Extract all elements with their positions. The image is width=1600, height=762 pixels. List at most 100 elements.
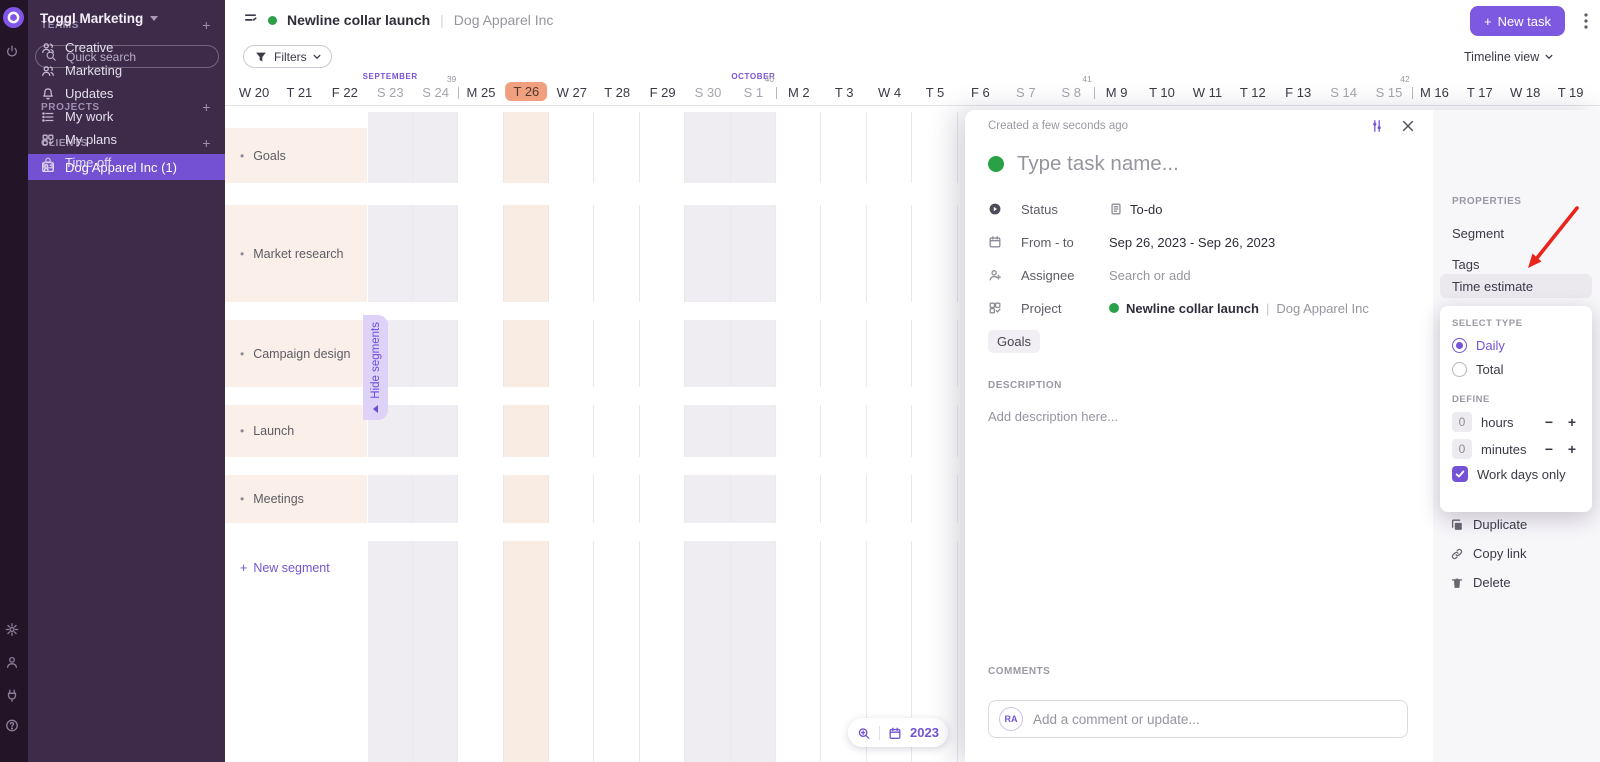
add-projects-button[interactable]: + <box>202 99 211 115</box>
zoom-in-icon[interactable] <box>857 726 871 740</box>
created-timestamp: Created a few seconds ago <box>988 120 1129 132</box>
segment-row-meetings[interactable]: • Meetings <box>225 475 367 523</box>
day-header[interactable]: W 4 <box>878 85 902 100</box>
property-segment[interactable]: Segment <box>1452 226 1505 241</box>
new-segment-button[interactable]: + New segment <box>240 561 330 575</box>
decrement-button[interactable]: − <box>1544 441 1554 457</box>
task-name-input[interactable]: Type task name... <box>1017 152 1179 175</box>
day-header-today[interactable]: T 26 <box>505 82 548 101</box>
description-input[interactable]: Add description here... <box>988 409 1119 424</box>
view-switcher[interactable]: Timeline view <box>1464 50 1553 64</box>
header-divider <box>225 105 1600 106</box>
segment-row-market-research[interactable]: • Market research <box>225 205 367 302</box>
day-header[interactable]: M 9 <box>1105 85 1128 100</box>
members-icon[interactable] <box>5 655 19 669</box>
day-header[interactable]: T 12 <box>1239 85 1266 100</box>
day-header[interactable]: S 8 <box>1061 85 1081 100</box>
increment-button[interactable]: + <box>1567 441 1577 457</box>
day-header[interactable]: T 28 <box>604 85 631 100</box>
collapse-header-icon[interactable] <box>243 10 258 30</box>
timeline-zoom-controls[interactable]: 2023 <box>848 718 948 747</box>
day-header[interactable]: S 14 <box>1330 85 1357 100</box>
segment-chip[interactable]: Goals <box>988 330 1040 353</box>
day-header[interactable]: F 13 <box>1285 85 1312 100</box>
toggl-track-icon[interactable] <box>5 44 19 58</box>
day-header[interactable]: T 21 <box>286 85 313 100</box>
day-header[interactable]: M 25 <box>466 85 496 100</box>
assignee-field[interactable]: Assignee Search or add <box>988 266 1191 284</box>
day-header[interactable]: F 22 <box>331 85 358 100</box>
settings-gear-icon[interactable] <box>5 622 19 636</box>
day-header[interactable]: S 24 <box>422 85 449 100</box>
help-icon[interactable] <box>5 718 19 732</box>
workdays-row[interactable]: Work days only <box>1452 466 1566 482</box>
sidebar-item-my-plans[interactable]: My plans <box>28 128 225 151</box>
project-field[interactable]: Project Newline collar launch | Dog Appa… <box>988 299 1369 317</box>
integrations-plug-icon[interactable] <box>5 688 19 702</box>
section-header-clients: CLIENTS + <box>41 135 211 151</box>
hide-segments-tab[interactable]: Hide segments <box>363 315 388 420</box>
day-header[interactable]: S 15 <box>1375 85 1403 100</box>
sidebar: Toggl Marketing Quick search Updates My w… <box>28 0 225 762</box>
segment-row-launch[interactable]: • Launch <box>225 405 367 457</box>
close-icon[interactable] <box>1401 119 1415 133</box>
segment-row-campaign-design[interactable]: • Campaign design <box>225 320 367 387</box>
radio-icon[interactable] <box>1452 338 1467 353</box>
add-clients-button[interactable]: + <box>202 135 211 151</box>
day-header[interactable]: T 3 <box>834 85 854 100</box>
property-time-estimate[interactable]: Time estimate <box>1440 274 1592 298</box>
lock-icon <box>41 156 55 170</box>
duplicate-button[interactable]: Duplicate <box>1450 517 1527 532</box>
delete-button[interactable]: Delete <box>1450 575 1511 590</box>
day-header[interactable]: W 20 <box>238 85 270 100</box>
comment-input[interactable]: RA Add a comment or update... <box>988 700 1408 738</box>
week-divider <box>1093 87 1095 99</box>
sidebar-item-my-work[interactable]: My work <box>28 105 225 128</box>
checkbox-checked-icon[interactable] <box>1452 466 1468 482</box>
breadcrumb: Newline collar launch | Dog Apparel Inc <box>243 10 553 30</box>
year-button[interactable]: 2023 <box>910 725 939 740</box>
decrement-button[interactable]: − <box>1544 414 1554 430</box>
day-header[interactable]: S 7 <box>1016 85 1036 100</box>
day-header[interactable]: T 17 <box>1466 85 1493 100</box>
day-header[interactable]: S 23 <box>376 85 404 100</box>
more-options-icon[interactable] <box>1578 12 1594 30</box>
increment-button[interactable]: + <box>1567 414 1577 430</box>
month-label: OCTOBER <box>731 72 776 81</box>
add-teams-button[interactable]: + <box>202 17 211 33</box>
day-header[interactable]: T 19 <box>1557 85 1584 100</box>
new-task-button[interactable]: + New task <box>1470 6 1565 36</box>
radio-option-daily[interactable]: Daily <box>1452 338 1505 353</box>
day-header[interactable]: W 27 <box>556 85 587 100</box>
day-header[interactable]: M 16 <box>1419 85 1449 100</box>
day-header[interactable]: W 18 <box>1510 85 1541 100</box>
sidebar-item-updates[interactable]: Updates <box>28 82 225 105</box>
sidebar-item-time-off[interactable]: Time off <box>28 151 225 174</box>
day-header[interactable]: W 11 <box>1192 85 1223 100</box>
copy-link-button[interactable]: Copy link <box>1450 546 1526 561</box>
day-header[interactable]: F 29 <box>649 85 676 100</box>
day-header[interactable]: T 5 <box>925 85 945 100</box>
filters-button[interactable]: Filters <box>243 45 332 68</box>
radio-option-total[interactable]: Total <box>1452 362 1503 377</box>
minutes-value-input[interactable]: 0 <box>1452 439 1472 459</box>
segment-row-goals[interactable]: • Goals <box>225 128 367 183</box>
workspace-switcher[interactable]: Toggl Marketing <box>40 11 159 26</box>
radio-icon[interactable] <box>1452 362 1467 377</box>
grid-column <box>640 112 686 762</box>
quick-search-input[interactable]: Quick search <box>35 45 219 68</box>
sliders-icon[interactable] <box>1370 119 1384 133</box>
day-header[interactable]: S 30 <box>694 85 722 100</box>
day-header[interactable]: F 6 <box>970 85 990 100</box>
minutes-stepper: 0 minutes − + <box>1452 439 1580 459</box>
day-header[interactable]: T 10 <box>1149 85 1175 100</box>
property-tags[interactable]: Tags <box>1452 257 1480 272</box>
day-header[interactable]: M 2 <box>787 85 810 100</box>
hours-value-input[interactable]: 0 <box>1452 412 1472 432</box>
task-name-row[interactable]: Type task name... <box>988 152 1179 176</box>
day-header[interactable]: S 1 <box>743 85 764 100</box>
status-field[interactable]: Status To-do <box>988 200 1163 218</box>
toggl-plan-logo[interactable] <box>3 7 24 28</box>
dates-field[interactable]: From - to Sep 26, 2023 - Sep 26, 2023 <box>988 233 1275 251</box>
sidebar-item-dog-apparel-inc-1-[interactable]: Dog Apparel Inc (1) <box>28 154 225 180</box>
